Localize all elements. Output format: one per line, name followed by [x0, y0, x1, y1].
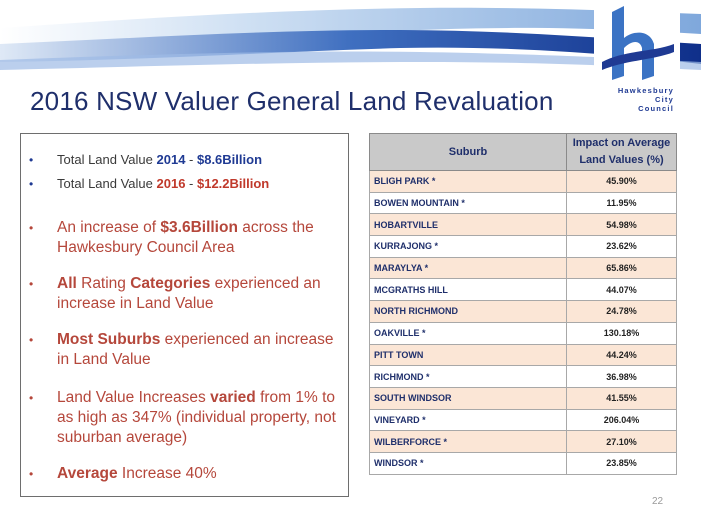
suburb-cell: WINDSOR * [369, 451, 567, 475]
table-header-row: Suburb Impact on Average Land Values (%) [369, 133, 677, 171]
impact-value-cell: 24.78% [566, 300, 677, 323]
table-row: BOWEN MOUNTAIN * 11.95% [369, 191, 677, 215]
bullet-dot-icon: • [29, 153, 34, 167]
council-logo-mark [594, 4, 680, 84]
impact-value-cell: 54.98% [566, 213, 677, 237]
header-impact: Impact on Average Land Values (%) [566, 133, 677, 171]
suburb-cell: BLIGH PARK * [369, 170, 567, 193]
impact-value-cell: 36.98% [566, 365, 677, 388]
logo-line-3: Council [638, 104, 674, 113]
impact-value-cell: 41.55% [566, 386, 677, 410]
impact-value-cell: 11.95% [566, 191, 677, 215]
wave-banner [0, 7, 701, 70]
impact-value-cell: 44.07% [566, 278, 677, 302]
impact-value-cell: 27.10% [566, 430, 677, 453]
logo-line-1: Hawkesbury [617, 86, 674, 95]
suburb-cell: RICHMOND * [369, 365, 567, 388]
logo-text: Hawkesbury City Council [618, 86, 674, 113]
impact-value-cell: 206.04% [566, 408, 677, 432]
council-logo: Hawkesbury City Council [594, 4, 680, 116]
header-suburb: Suburb [369, 133, 567, 171]
suburb-impact-table: Suburb Impact on Average Land Values (%)… [369, 133, 677, 475]
table-row: PITT TOWN 44.24% [369, 343, 677, 367]
bullet-dot-icon: • [29, 277, 34, 291]
suburb-cell: VINEYARD * [369, 408, 567, 432]
table-body: BLIGH PARK * 45.90% BOWEN MOUNTAIN * 11.95%… [369, 170, 677, 475]
table-row: VINEYARD * 206.04% [369, 408, 677, 432]
impact-value-cell: 44.24% [566, 343, 677, 367]
suburb-cell: BOWEN MOUNTAIN * [369, 191, 567, 215]
table-row: KURRAJONG * 23.62% [369, 235, 677, 258]
bullet-dot-icon: • [29, 467, 34, 481]
table-row: SOUTH WINDSOR 41.55% [369, 386, 677, 410]
suburb-cell: MARAYLYA * [369, 256, 567, 280]
table-row: WINDSOR * 23.85% [369, 451, 677, 475]
logo-line-2: City [655, 95, 674, 104]
suburb-cell: SOUTH WINDSOR [369, 386, 567, 410]
table-row: HOBARTVILLE 54.98% [369, 213, 677, 237]
impact-value-cell: 23.62% [566, 235, 677, 258]
suburb-cell: KURRAJONG * [369, 235, 567, 258]
table-row: RICHMOND * 36.98% [369, 365, 677, 388]
table-row: WILBERFORCE * 27.10% [369, 430, 677, 453]
page-number: 22 [652, 496, 664, 507]
impact-value-cell: 23.85% [566, 451, 677, 475]
table-row: MCGRATHS HILL 44.07% [369, 278, 677, 302]
table-row: NORTH RICHMOND 24.78% [369, 300, 677, 323]
suburb-cell: OAKVILLE * [369, 321, 567, 345]
bullet-dot-icon: • [29, 391, 34, 405]
suburb-cell: HOBARTVILLE [369, 213, 567, 237]
suburb-table-container: Suburb Impact on Average Land Values (%)… [369, 133, 677, 475]
suburb-cell: PITT TOWN [369, 343, 567, 367]
summary-box: • Total Land Value 2014 - $8.6Billion • … [20, 133, 349, 497]
slide-title: 2016 NSW Valuer General Land Revaluation [30, 86, 554, 116]
impact-value-cell: 65.86% [566, 256, 677, 280]
bullet-dot-icon: • [29, 333, 34, 347]
impact-value-cell: 130.18% [566, 321, 677, 345]
table-row: BLIGH PARK * 45.90% [369, 170, 677, 193]
impact-value-cell: 45.90% [566, 170, 677, 193]
bullet-dot-icon: • [29, 221, 34, 235]
table-row: OAKVILLE * 130.18% [369, 321, 677, 345]
table-row: MARAYLYA * 65.86% [369, 256, 677, 280]
bullet-dot-icon: • [29, 177, 34, 191]
suburb-cell: NORTH RICHMOND [369, 300, 567, 323]
suburb-cell: MCGRATHS HILL [369, 278, 567, 302]
suburb-cell: WILBERFORCE * [369, 430, 567, 453]
